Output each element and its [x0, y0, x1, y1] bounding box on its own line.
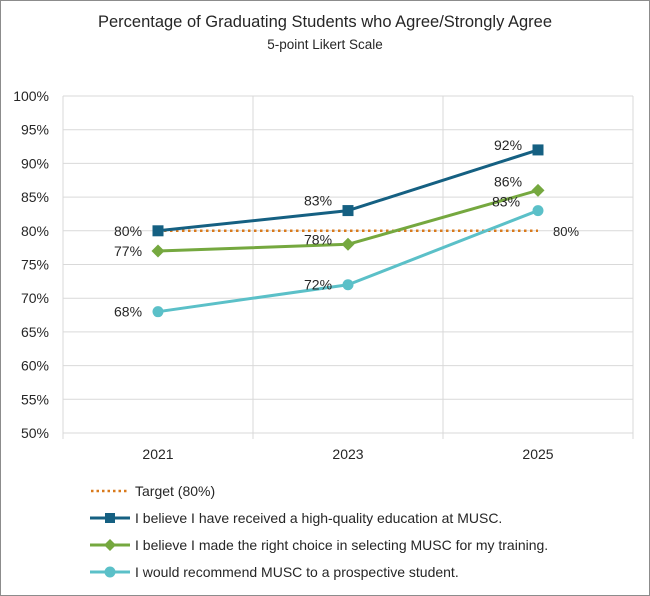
legend-item-series-0: I believe I have received a high-quality… — [89, 504, 548, 531]
legend-item-series-2: I would recommend MUSC to a prospective … — [89, 558, 548, 585]
data-point-marker — [341, 237, 355, 251]
legend-target-swatch — [91, 489, 129, 492]
legend-label-series-2: I would recommend MUSC to a prospective … — [135, 563, 459, 580]
data-label: 86% — [494, 173, 522, 189]
y-tick-label: 100% — [13, 88, 49, 104]
legend-item-target: Target (80%) — [89, 477, 548, 504]
chart-title: Percentage of Graduating Students who Ag… — [97, 13, 553, 31]
legend-item-series-1: I believe I made the right choice in sel… — [89, 531, 548, 558]
data-point-marker — [152, 306, 164, 318]
legend-series-2-swatch — [90, 566, 130, 577]
data-label: 78% — [304, 231, 332, 247]
chart-subtitle: 5-point Likert Scale — [267, 37, 383, 52]
y-tick-label: 70% — [21, 290, 49, 306]
x-tick-label: 2023 — [332, 446, 363, 462]
y-tick-label: 65% — [21, 324, 49, 340]
target-data-label: 80% — [553, 224, 579, 239]
data-point-marker — [532, 144, 544, 156]
x-tick-label: 2025 — [522, 446, 553, 462]
data-point-marker — [342, 205, 354, 217]
legend-series-1-swatch — [90, 538, 130, 551]
y-tick-label: 85% — [21, 189, 49, 205]
data-label: 92% — [494, 137, 522, 153]
data-label: 83% — [304, 193, 332, 209]
data-point-marker — [152, 225, 164, 237]
data-label: 80% — [114, 223, 142, 239]
data-label: 68% — [114, 304, 142, 320]
legend-series-0-swatch — [90, 512, 130, 523]
y-tick-label: 95% — [21, 122, 49, 138]
series-line-0 — [157, 148, 539, 233]
line-chart: 50% 55% 60% 65% 70% 75% 80% 85% 90% 95% 100% 2021 20… — [13, 88, 634, 462]
data-label: 83% — [492, 194, 520, 210]
legend-label-series-1: I believe I made the right choice in sel… — [135, 536, 549, 553]
y-tick-label: 90% — [21, 155, 49, 171]
y-tick-label: 60% — [21, 358, 49, 374]
data-point-marker — [531, 183, 545, 197]
chart-legend: Target (80%) I believe I have received a… — [89, 477, 548, 585]
y-tick-label: 55% — [21, 391, 49, 407]
data-point-marker — [532, 205, 544, 217]
legend-label-target: Target (80%) — [135, 482, 216, 499]
y-tick-label: 80% — [21, 223, 49, 239]
legend-label-series-0: I believe I have received a high-quality… — [135, 509, 503, 526]
data-point-marker — [342, 279, 354, 291]
y-tick-label: 75% — [21, 257, 49, 273]
data-label: 72% — [304, 277, 332, 293]
data-point-marker — [151, 244, 165, 258]
data-label: 77% — [114, 243, 142, 259]
y-tick-label: 50% — [21, 425, 49, 441]
x-tick-label: 2021 — [142, 446, 173, 462]
